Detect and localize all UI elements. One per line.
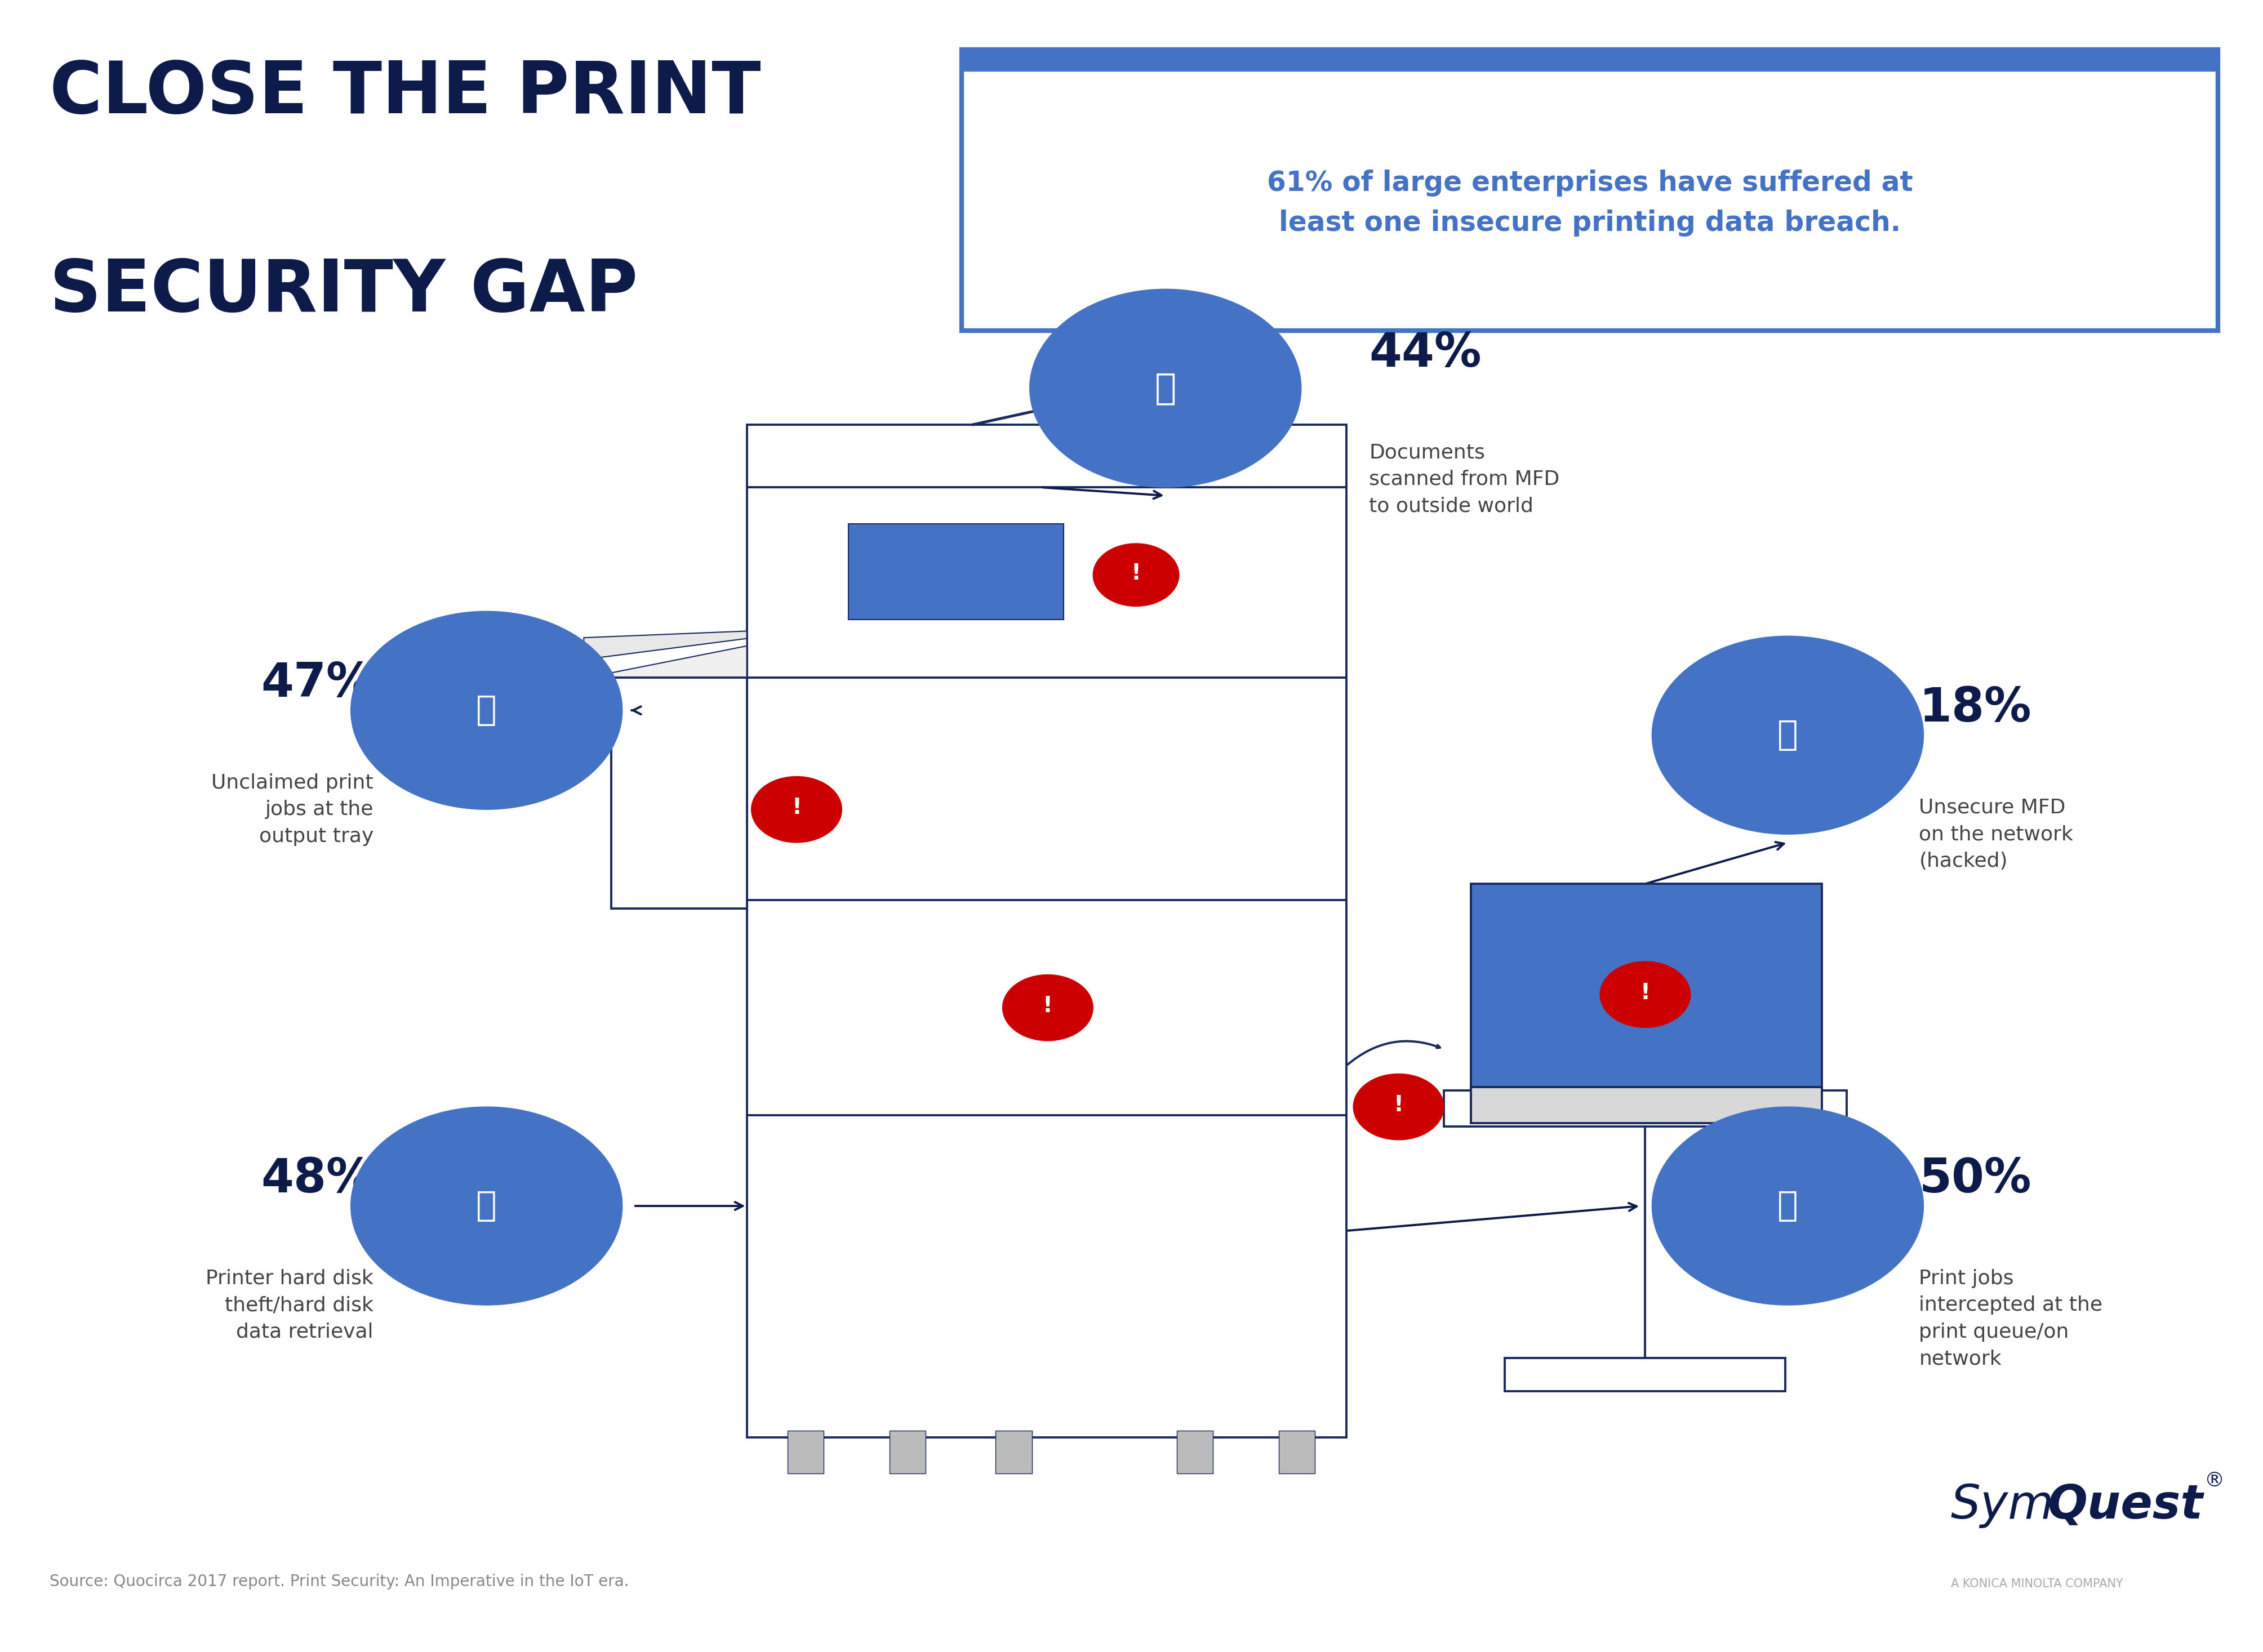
Circle shape — [1003, 975, 1093, 1041]
Text: 18%: 18% — [1919, 686, 2032, 732]
Bar — [747, 487, 1346, 677]
Polygon shape — [561, 639, 747, 699]
Text: Sym: Sym — [1951, 1482, 2055, 1528]
Circle shape — [351, 1107, 622, 1305]
Text: !: ! — [1043, 996, 1052, 1016]
Text: CLOSE THE PRINT: CLOSE THE PRINT — [50, 58, 760, 129]
Text: Unsecure MFD
on the network
(hacked): Unsecure MFD on the network (hacked) — [1919, 798, 2073, 871]
Text: 61% of large enterprises have suffered at
least one insecure printing data breac: 61% of large enterprises have suffered a… — [1267, 170, 1912, 236]
Text: !: ! — [1394, 1095, 1403, 1115]
Text: Printer hard disk
theft/hard disk
data retrieval: Printer hard disk theft/hard disk data r… — [206, 1269, 373, 1341]
Text: Quest: Quest — [2048, 1482, 2204, 1528]
Circle shape — [1652, 1107, 1924, 1305]
Text: A KONICA MINOLTA COMPANY: A KONICA MINOLTA COMPANY — [1951, 1578, 2123, 1589]
Bar — [788, 1431, 824, 1474]
Text: Documents
scanned from MFD
to outside world: Documents scanned from MFD to outside wo… — [1369, 443, 1559, 515]
Bar — [1505, 1358, 1786, 1391]
Circle shape — [351, 611, 622, 809]
Text: Source: Quocirca 2017 report. Print Security: An Imperative in the IoT era.: Source: Quocirca 2017 report. Print Secu… — [50, 1573, 629, 1589]
Circle shape — [1093, 544, 1179, 606]
Text: 💿: 💿 — [475, 1189, 498, 1222]
Text: 🌐: 🌐 — [1154, 370, 1177, 406]
Text: ®: ® — [2204, 1470, 2225, 1490]
Polygon shape — [539, 646, 747, 724]
Circle shape — [1652, 636, 1924, 834]
Bar — [611, 677, 747, 909]
Bar — [962, 50, 2218, 71]
Text: 📄: 📄 — [475, 694, 498, 727]
Bar — [747, 425, 1346, 487]
FancyBboxPatch shape — [962, 50, 2218, 330]
Text: 48%: 48% — [260, 1156, 373, 1203]
Bar — [1471, 1087, 1822, 1123]
Circle shape — [1353, 1074, 1444, 1140]
Bar — [747, 677, 1346, 1437]
Bar — [1471, 884, 1822, 1090]
Text: 47%: 47% — [260, 661, 373, 707]
Circle shape — [1030, 289, 1301, 487]
Text: SECURITY GAP: SECURITY GAP — [50, 256, 638, 327]
Bar — [1279, 1431, 1315, 1474]
Bar — [1444, 1090, 1847, 1127]
Text: Print jobs
intercepted at the
print queue/on
network: Print jobs intercepted at the print queu… — [1919, 1269, 2102, 1368]
Bar — [996, 1431, 1032, 1474]
Text: !: ! — [1132, 563, 1141, 583]
Text: 50%: 50% — [1919, 1156, 2032, 1203]
Text: 🔒: 🔒 — [1776, 719, 1799, 752]
Text: !: ! — [1641, 983, 1650, 1003]
Text: 🕐: 🕐 — [1776, 1189, 1799, 1222]
Polygon shape — [584, 631, 747, 674]
Text: 44%: 44% — [1369, 330, 1482, 377]
Bar — [1177, 1431, 1213, 1474]
Text: Unclaimed print
jobs at the
output tray: Unclaimed print jobs at the output tray — [210, 773, 373, 846]
Text: !: ! — [792, 798, 801, 818]
Bar — [849, 524, 1064, 620]
Bar — [889, 1431, 926, 1474]
Circle shape — [1600, 961, 1690, 1028]
Circle shape — [751, 776, 842, 843]
